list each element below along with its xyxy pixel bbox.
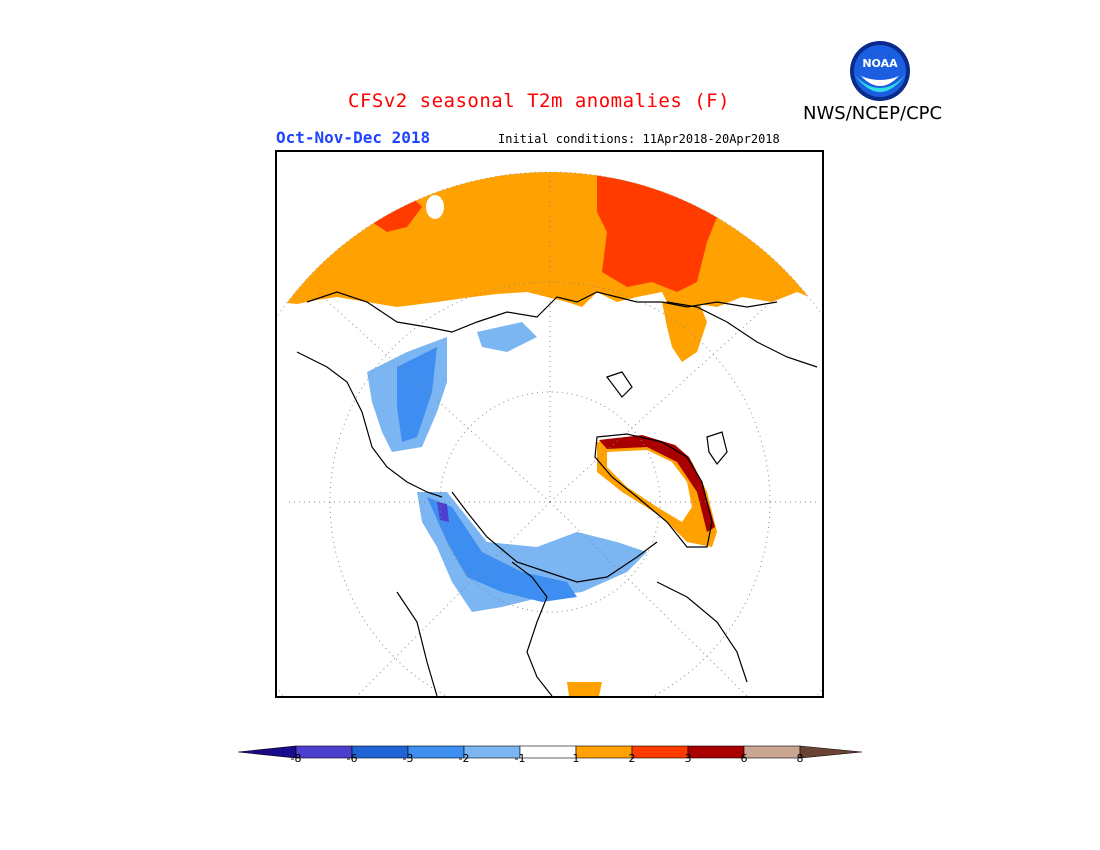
colorbar-bin-7 xyxy=(631,745,689,759)
colorbar-bin-3 xyxy=(407,745,465,759)
noaa-logo-text: NOAA xyxy=(862,57,898,70)
coastlines xyxy=(296,291,818,696)
anomaly-region-europe-orange xyxy=(567,682,602,696)
noaa-logo: NOAA xyxy=(850,41,910,101)
colorbar-label-1: -6 xyxy=(346,752,358,765)
colorbar-label-3: -2 xyxy=(458,752,470,765)
polar-map xyxy=(277,171,822,696)
anomaly-region-orange-alaska xyxy=(662,297,707,362)
colorbar-label-2: -3 xyxy=(402,752,414,765)
colorbar-bin-9 xyxy=(743,745,801,759)
colorbar-label-6: 2 xyxy=(628,752,636,765)
colorbar-label-4: -1 xyxy=(514,752,526,765)
colorbar-label-5: 1 xyxy=(572,752,580,765)
colorbar-bin-4 xyxy=(463,745,521,759)
anomaly-region-blue-north xyxy=(477,322,537,352)
graticule xyxy=(287,172,817,696)
season-label: Oct-Nov-Dec 2018 xyxy=(276,128,431,147)
initial-conditions-label: Initial conditions: 11Apr2018-20Apr2018 xyxy=(498,132,780,146)
colorbar-label-8: 6 xyxy=(740,752,748,765)
colorbar-bin-2 xyxy=(351,745,409,759)
colorbar-bin-1 xyxy=(295,745,353,759)
colorbar-bin-6 xyxy=(575,745,633,759)
colorbar-label-7: 3 xyxy=(684,752,692,765)
anomaly-hole xyxy=(426,195,444,219)
anomaly-region-greenland-red xyxy=(599,435,715,532)
colorbar-bin-8 xyxy=(687,745,745,759)
colorbar-bin-5 xyxy=(519,745,577,759)
colorbar-over-triangle xyxy=(799,745,862,759)
colorbar-under-triangle xyxy=(238,745,297,759)
anomaly-region-greenland-white xyxy=(607,450,692,522)
anomaly-region-blue-west-core xyxy=(397,347,437,442)
colorbar-label-0: -8 xyxy=(290,752,302,765)
map-frame xyxy=(275,150,824,698)
colorbar-label-9: 8 xyxy=(796,752,804,765)
colorbar xyxy=(238,745,862,759)
map-title: CFSv2 seasonal T2m anomalies (F) xyxy=(348,90,731,112)
agency-label: NWS/NCEP/CPC xyxy=(803,103,943,124)
